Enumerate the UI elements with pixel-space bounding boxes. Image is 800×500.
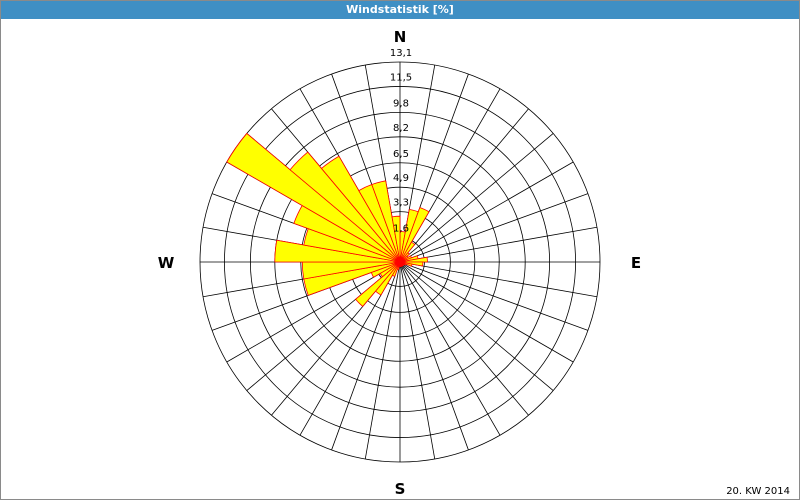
footer: 20. KW 2014 <box>726 486 790 497</box>
spoke <box>399 261 574 363</box>
spoke <box>364 261 401 460</box>
r-tick-label: 11,5 <box>390 72 412 83</box>
r-tick-label: 3,3 <box>393 198 409 209</box>
chart-title: Windstatistik [%] <box>1 1 799 19</box>
r-tick-label: 6,5 <box>393 149 409 160</box>
center <box>397 259 403 265</box>
r-tick-label: 9,8 <box>393 98 409 109</box>
spoke <box>399 193 589 263</box>
grid-ring <box>224 86 576 438</box>
direction-label: N <box>394 28 407 46</box>
wind-sector <box>371 180 401 263</box>
spoke <box>399 261 598 298</box>
direction-label: S <box>395 480 406 498</box>
spoke <box>399 261 501 436</box>
wind-sector <box>399 256 428 263</box>
spoke <box>399 108 529 263</box>
spoke <box>399 261 529 416</box>
direction-label: W <box>158 254 175 272</box>
spoke <box>226 261 401 363</box>
spoke <box>399 226 598 263</box>
spoke <box>399 261 436 460</box>
spoke <box>331 261 401 451</box>
spoke <box>399 261 589 331</box>
spoke <box>399 161 574 263</box>
wind-sector <box>320 155 401 263</box>
grid-ring <box>199 61 601 463</box>
r-tick-label: 8,2 <box>393 123 409 134</box>
wind-sector <box>226 132 401 263</box>
r-tick-label: 13,1 <box>390 48 412 59</box>
spoke <box>399 133 554 263</box>
wind-sector <box>354 261 401 308</box>
wind-sector <box>289 151 401 263</box>
wind-sector <box>399 206 430 263</box>
wind-sector <box>391 215 401 263</box>
spoke <box>399 261 469 451</box>
spoke <box>399 261 554 391</box>
grid-ring <box>249 111 551 413</box>
direction-label: E <box>631 254 641 272</box>
r-tick-label: 1,6 <box>393 224 409 235</box>
r-tick-label: 4,9 <box>393 173 409 184</box>
